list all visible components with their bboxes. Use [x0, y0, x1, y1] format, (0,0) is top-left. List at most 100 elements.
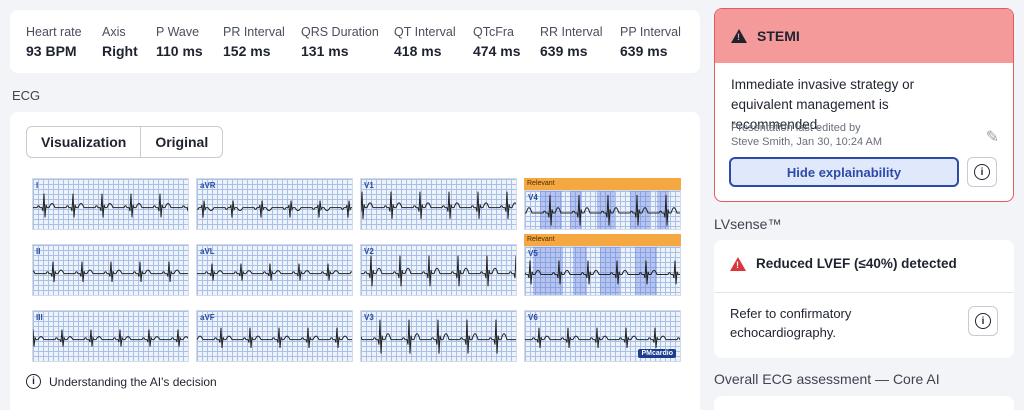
metric-heart-rate: Heart rate 93 BPM: [26, 25, 102, 59]
metric-label: P Wave: [156, 24, 200, 39]
lead-label: V3: [364, 313, 374, 322]
edited-by: Steve Smith, Jan 30, 10:24 AM: [731, 136, 883, 148]
metrics-bar: Heart rate 93 BPM Axis Right P Wave 110 …: [10, 10, 700, 73]
metric-pr-interval: PR Interval 152 ms: [223, 25, 301, 59]
lead-i: I: [32, 178, 189, 230]
lead-label: V6: [528, 313, 538, 322]
stemi-info-button[interactable]: i: [967, 157, 997, 187]
metric-qtcfra: QTcFra 474 ms: [473, 25, 540, 59]
edited-line: Presentation last edited by: [731, 122, 861, 134]
edit-pencil-icon[interactable]: ✎: [985, 129, 999, 146]
highlight-region: [540, 191, 562, 229]
edited-info: Presentation last edited by Steve Smith,…: [731, 121, 882, 149]
highlight-region: [600, 247, 620, 295]
lead-v3: V3: [360, 310, 517, 362]
ecg-trace-line: [361, 191, 516, 219]
metric-label: QT Interval: [394, 24, 456, 39]
lead-avf: aVF: [196, 310, 353, 362]
metric-value: 131 ms: [301, 42, 349, 59]
lead-v1: V1: [360, 178, 517, 230]
ecg-trace: [525, 260, 680, 285]
understanding-ai-link[interactable]: i Understanding the AI's decision: [26, 374, 217, 389]
lvef-detection: ! Reduced LVEF (≤40%) detected: [730, 256, 957, 271]
metric-label: QRS Duration: [301, 24, 379, 39]
ecg-trace-line: [525, 260, 680, 285]
overall-assessment-heading: Overall ECG assessment — Core AI: [714, 371, 940, 387]
lead-label: aVF: [200, 313, 215, 322]
ecg-trace: [33, 193, 188, 218]
metric-label: Axis: [102, 24, 126, 39]
metric-value: 93 BPM: [26, 42, 77, 59]
lvsense-advice: Refer to confirmatory echocardiography.: [730, 306, 852, 340]
metric-value: 152 ms: [223, 42, 271, 59]
info-icon: i: [26, 374, 41, 389]
highlight-region: [597, 191, 615, 229]
stemi-recommendation: Immediate invasive strategy or equivalen…: [731, 77, 915, 132]
lead-label: V2: [364, 247, 374, 256]
metric-value: 474 ms: [473, 42, 521, 59]
lead-label: aVL: [200, 247, 215, 256]
lead-iii: III: [32, 310, 189, 362]
ecg-panel: Visualization Original I aVR V1 Relevant…: [10, 112, 700, 410]
lvef-detection-label: Reduced LVEF (≤40%) detected: [756, 256, 957, 271]
ecg-trace: [197, 200, 352, 218]
ecg-trace: [525, 194, 680, 226]
ecg-trace: [33, 261, 188, 283]
ecg-trace: [525, 327, 680, 349]
tab-visualization[interactable]: Visualization: [41, 134, 127, 150]
relevant-tag: Relevant: [524, 234, 681, 246]
ecg-trace-line: [197, 263, 352, 281]
warning-icon: !: [730, 256, 746, 271]
lead-label: V4: [528, 193, 538, 202]
understanding-label: Understanding the AI's decision: [49, 374, 217, 389]
pmcardio-logo: PMcardio: [638, 349, 676, 358]
lvsense-card: ! Reduced LVEF (≤40%) detected Refer to …: [714, 240, 1014, 358]
tab-original[interactable]: Original: [140, 127, 222, 157]
view-toggle: Visualization Original: [26, 126, 224, 158]
divider: [714, 292, 1014, 293]
lead-v5: V5: [524, 246, 681, 296]
metric-p-wave: P Wave 110 ms: [156, 25, 223, 59]
lead-avl: aVL: [196, 244, 353, 296]
lead-ii: II: [32, 244, 189, 296]
overall-assessment-card: [714, 396, 1014, 410]
ecg-heading: ECG: [12, 88, 41, 103]
metric-value: 639 ms: [540, 42, 588, 59]
ecg-trace-line: [197, 327, 352, 349]
metric-label: RR Interval: [540, 24, 603, 39]
hide-explainability-button[interactable]: Hide explainability: [729, 157, 959, 187]
ecg-trace-line: [33, 329, 188, 347]
metric-rr-interval: RR Interval 639 ms: [540, 25, 620, 59]
metric-value: 418 ms: [394, 42, 442, 59]
ecg-trace-line: [33, 261, 188, 283]
metric-label: Heart rate: [26, 24, 82, 39]
info-sparkle-icon: i: [975, 313, 991, 329]
lead-label: III: [36, 313, 43, 322]
ecg-trace-line: [525, 194, 680, 226]
ecg-trace-line: [525, 327, 680, 349]
lead-label: I: [36, 181, 39, 190]
ecg-trace-line: [361, 255, 516, 287]
stemi-title: STEMI: [757, 28, 800, 44]
ecg-trace: [33, 329, 188, 347]
ecg-trace: [361, 255, 516, 287]
ecg-trace: [361, 191, 516, 219]
stemi-header: ! STEMI: [715, 9, 1013, 63]
metric-qrs-duration: QRS Duration 131 ms: [301, 25, 394, 59]
metric-value: 110 ms: [156, 42, 203, 59]
lead-v2: V2: [360, 244, 517, 296]
info-sparkle-icon: i: [974, 164, 990, 180]
relevant-tag: Relevant: [524, 178, 681, 190]
ecg-trace: [361, 319, 516, 354]
highlight-region: [630, 191, 650, 229]
metric-pp-interval: PP Interval 639 ms: [620, 25, 700, 59]
ecg-trace: [197, 327, 352, 349]
lvsense-heading: LVsense™: [714, 216, 782, 232]
lead-label: aVR: [200, 181, 216, 190]
metric-axis: Axis Right: [102, 25, 156, 59]
lead-v6: V6 PMcardio: [524, 310, 681, 362]
ecg-trace-line: [197, 200, 352, 218]
lead-avr: aVR: [196, 178, 353, 230]
lvsense-info-button[interactable]: i: [968, 306, 998, 336]
ecg-trace: [197, 263, 352, 281]
